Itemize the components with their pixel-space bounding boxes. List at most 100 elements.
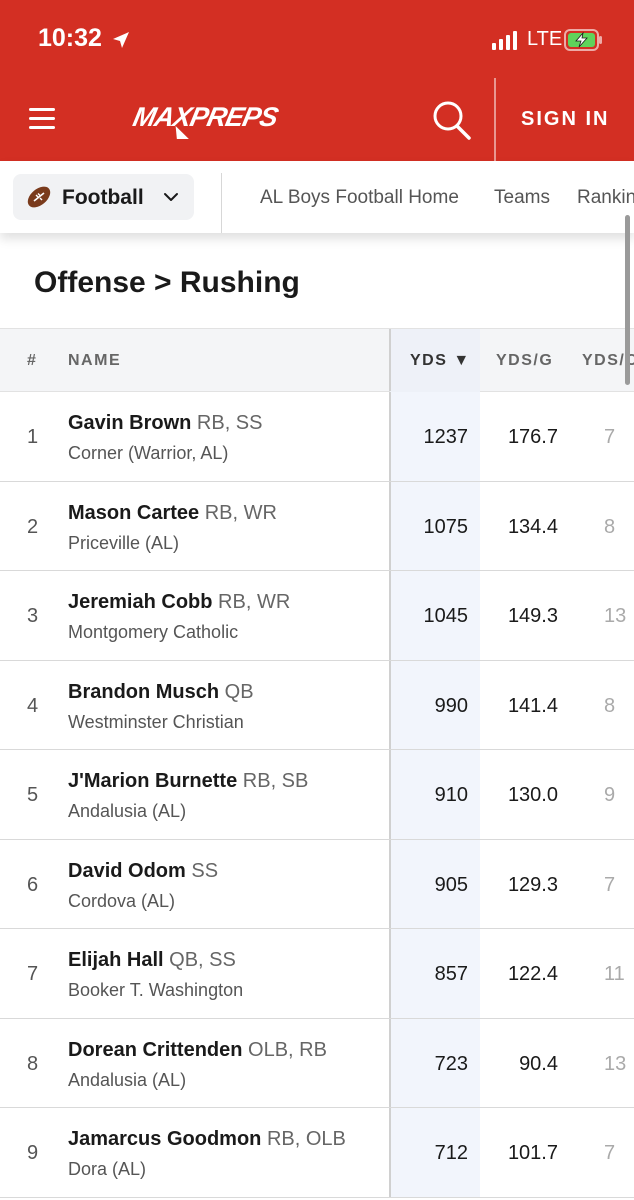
yds-per-carry-value: 7 — [604, 873, 616, 896]
status-time: 10:32 — [38, 24, 102, 52]
header-yds-per-game[interactable]: YDS/G — [496, 352, 554, 369]
row-rank: 8 — [27, 1052, 39, 1075]
player-positions: RB, WR — [218, 591, 291, 613]
scrollbar[interactable] — [625, 215, 630, 385]
player-positions: SS — [191, 859, 219, 882]
player-line: Brandon Musch QB — [68, 681, 254, 704]
player-name[interactable]: Elijah Hall — [68, 949, 170, 971]
player-line: J'Marion Burnette RB, SB — [68, 770, 308, 793]
table-header: # NAME YDS ▼ YDS/G YDS/C — [0, 328, 634, 393]
player-school[interactable]: Dora (AL) — [68, 1159, 147, 1179]
yds-per-carry-value: 11 — [604, 963, 625, 985]
yds-per-carry-value: 13 — [604, 1052, 627, 1075]
sport-selector[interactable]: Football — [13, 174, 194, 220]
yds-value: 990 — [434, 694, 468, 717]
table-row[interactable]: 1 Gavin Brown RB, SS Corner (Warrior, AL… — [0, 392, 634, 482]
yds-per-game-value: 176.7 — [507, 426, 558, 448]
menu-icon[interactable] — [29, 108, 55, 130]
table-row[interactable]: 4 Brandon Musch QB Westminster Christian… — [0, 660, 634, 750]
yds-per-game-value: 129.3 — [507, 873, 558, 896]
table-row[interactable]: 2 Mason Cartee RB, WR Priceville (AL) 10… — [0, 481, 634, 571]
player-school[interactable]: Andalusia (AL) — [68, 801, 187, 821]
yds-value: 857 — [434, 963, 468, 985]
header-rank: # — [27, 352, 38, 369]
football-icon — [27, 186, 51, 208]
player-line: Gavin Brown RB, SS — [68, 412, 262, 435]
app-header: 10:32 LTE MAXPREPS SIGN IN — [0, 0, 634, 161]
player-positions: QB — [224, 680, 254, 703]
table-row[interactable]: 7 Elijah Hall QB, SS Booker T. Washingto… — [0, 929, 634, 1019]
row-rank: 2 — [27, 515, 39, 538]
player-name[interactable]: Jeremiah Cobb — [68, 591, 219, 613]
player-positions: QB, SS — [169, 949, 236, 971]
table-row[interactable]: 6 David Odom SS Cordova (AL) 905 129.3 7 — [0, 839, 634, 929]
player-name[interactable]: Dorean Crittenden — [68, 1038, 249, 1061]
yds-value: 910 — [434, 784, 468, 806]
row-rank: 3 — [27, 605, 39, 627]
battery-charging-icon — [564, 29, 602, 51]
header-yds-per-carry[interactable]: YDS/C — [582, 352, 634, 369]
header-yds-sorted[interactable]: YDS ▼ — [410, 352, 471, 369]
nav-link-teams[interactable]: Teams — [494, 187, 550, 208]
yds-value: 712 — [434, 1142, 468, 1164]
yds-per-game-value: 90.4 — [519, 1052, 558, 1075]
player-name[interactable]: Gavin Brown — [68, 412, 197, 434]
yds-per-game-value: 122.4 — [507, 963, 558, 985]
sign-in-button[interactable]: SIGN IN — [521, 108, 610, 130]
yds-value: 905 — [434, 873, 468, 896]
table-row[interactable]: 3 Jeremiah Cobb RB, WR Montgomery Cathol… — [0, 571, 634, 661]
player-name[interactable]: Jamarcus Goodmon — [68, 1128, 267, 1150]
yds-value: 1045 — [423, 605, 469, 627]
yds-per-carry-value: 8 — [604, 515, 616, 538]
player-positions: RB, OLB — [266, 1128, 346, 1150]
stats-table: # NAME YDS ▼ YDS/G YDS/C 1 Gavin Brown R… — [0, 328, 634, 1198]
svg-text:MAXPREPS: MAXPREPS — [130, 101, 281, 132]
header-divider — [494, 78, 496, 161]
player-school[interactable]: Cordova (AL) — [68, 890, 176, 911]
status-bar: 10:32 LTE — [0, 0, 634, 80]
yds-value: 723 — [434, 1052, 468, 1075]
player-name[interactable]: J'Marion Burnette — [68, 770, 243, 792]
table-body: 1 Gavin Brown RB, SS Corner (Warrior, AL… — [0, 392, 634, 1198]
chevron-down-icon — [164, 193, 178, 201]
player-line: Jeremiah Cobb RB, WR — [68, 591, 290, 614]
yds-per-game-value: 149.3 — [507, 605, 558, 627]
table-row[interactable]: 8 Dorean Crittenden OLB, RB Andalusia (A… — [0, 1018, 634, 1108]
row-rank: 7 — [27, 963, 39, 985]
player-school[interactable]: Corner (Warrior, AL) — [68, 443, 229, 463]
player-school[interactable]: Montgomery Catholic — [68, 622, 239, 642]
player-school[interactable]: Priceville (AL) — [68, 532, 180, 553]
nav-link-home[interactable]: AL Boys Football Home — [260, 187, 459, 208]
yds-per-game-value: 130.0 — [507, 784, 558, 806]
player-positions: RB, WR — [204, 501, 277, 524]
yds-per-carry-value: 13 — [604, 605, 627, 627]
location-arrow-icon — [113, 32, 129, 48]
maxpreps-logo[interactable]: MAXPREPS — [126, 96, 282, 140]
search-icon[interactable] — [430, 99, 472, 141]
yds-per-game-value: 101.7 — [507, 1142, 558, 1164]
header-name[interactable]: NAME — [68, 352, 122, 369]
player-name[interactable]: Mason Cartee — [68, 501, 205, 524]
player-line: David Odom SS — [68, 860, 218, 883]
table-row[interactable]: 5 J'Marion Burnette RB, SB Andalusia (AL… — [0, 750, 634, 840]
player-line: Mason Cartee RB, WR — [68, 502, 277, 525]
player-name[interactable]: David Odom — [68, 859, 192, 882]
player-line: Elijah Hall QB, SS — [68, 949, 236, 972]
player-school[interactable]: Andalusia (AL) — [68, 1069, 187, 1090]
row-rank: 1 — [27, 426, 39, 448]
player-name[interactable]: Brandon Musch — [68, 680, 225, 703]
row-rank: 5 — [27, 784, 39, 806]
yds-per-game-value: 141.4 — [507, 694, 558, 717]
yds-per-carry-value: 7 — [604, 1142, 616, 1164]
yds-value: 1075 — [423, 515, 469, 538]
yds-per-carry-value: 7 — [604, 426, 616, 448]
network-type: LTE — [527, 28, 563, 50]
yds-per-carry-value: 9 — [604, 784, 616, 806]
player-school[interactable]: Booker T. Washington — [68, 980, 244, 1000]
nav-link-rankings[interactable]: Rankin — [577, 187, 634, 208]
player-positions: RB, SS — [196, 412, 263, 434]
cellular-signal-icon — [492, 31, 517, 50]
row-rank: 4 — [27, 694, 39, 717]
table-row[interactable]: 9 Jamarcus Goodmon RB, OLB Dora (AL) 712… — [0, 1108, 634, 1198]
player-school[interactable]: Westminster Christian — [68, 711, 244, 732]
